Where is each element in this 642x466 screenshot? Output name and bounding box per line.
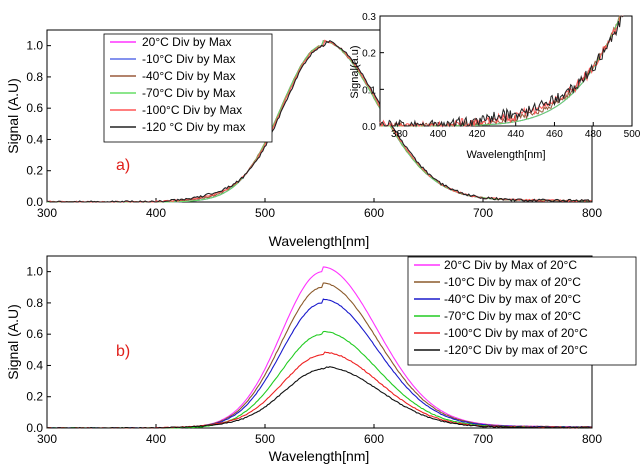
legend-entry: -120°C Div by max of 20°C [444,343,588,357]
inset-series-line-5 [379,15,624,128]
x-tick-label: 300 [37,432,57,446]
legend-entry: -10°C Div by Max [142,52,236,66]
x-tick-label: 380 [391,129,408,140]
inset-x-axis-label: Wavelength[nm] [466,149,545,161]
x-tick-label: 300 [37,206,57,220]
chart-a: 300 400 500 600 700 800 0.0 0.2 0.4 0.6 0.8 1.0 Wave… [5,29,602,249]
y-tick-label: 0.8 [26,296,43,310]
y-tick-label: 0.0 [26,421,43,435]
y-tick-label: 1.0 [26,39,43,53]
x-tick-label: 480 [585,129,602,140]
panel-label: b) [116,343,130,360]
y-axis-label: Signal (A.U) [5,78,21,153]
y-tick-label: 0.0 [26,195,43,209]
y-tick-label: 0.2 [26,390,43,404]
y-tick-label: 0.2 [26,164,43,178]
x-tick-label: 600 [364,432,384,446]
x-tick-label: 500 [255,206,275,220]
legend-entry: -120 °C Div by max [142,120,246,134]
x-tick-label: 400 [430,129,447,140]
y-axis-label: Signal (A.U) [5,304,21,379]
inset-series-line-3 [380,15,624,127]
legend-frame [103,33,273,143]
y-tick-label: 0.2 [362,49,376,60]
legend-frame [407,256,637,366]
series-line-5 [46,40,592,203]
legend-entry: -100°C Div by max of 20°C [444,326,588,340]
x-tick-label: 400 [146,432,166,446]
legend-entry: -40°C Div by Max [142,69,236,83]
legend-entry: -10°C Div by max of 20°C [444,275,581,289]
x-tick-label: 500 [624,129,641,140]
y-tick-label: 0.6 [26,327,43,341]
x-tick-label: 500 [255,432,275,446]
x-tick-label: 700 [473,206,493,220]
y-tick-label: 0.0 [362,122,376,133]
chart-b: 300 400 500 600 700 800 0.0 0.2 0.4 0.6 0.8 1.0 Wave… [5,255,637,464]
x-axis-label: Wavelength[nm] [269,448,370,464]
x-tick-label: 440 [507,129,524,140]
legend: 20°C Div by Max -10°C Div by Max -40°C Div… [103,33,273,143]
y-tick-label: 0.3 [362,12,376,23]
x-tick-label: 700 [473,432,493,446]
panel-label: a) [116,157,130,174]
legend-entry: 20°C Div by Max of 20°C [444,258,577,272]
plot-frame [379,15,633,127]
x-tick-label: 800 [582,206,602,220]
x-tick-label: 800 [582,432,602,446]
legend-entry: -40°C Div by max of 20°C [444,292,581,306]
x-tick-label: 460 [546,129,563,140]
legend-entry: -70°C Div by Max [142,86,236,100]
inset-background [380,16,632,126]
inset-y-axis-label: Signal(a.u) [349,45,361,98]
y-tick-label: 1.0 [26,265,43,279]
legend-entry: -100°C Div by Max [142,103,242,117]
chart-a-inset: 380 400 420 440 460 480 500 0.0 0.1 0.2 0.3 Wavelen… [349,12,641,161]
y-tick-label: 0.4 [26,358,43,372]
y-tick-label: 0.4 [26,132,43,146]
series-line-5 [46,366,592,429]
y-tick-label: 0.6 [26,101,43,115]
legend-entry: 20°C Div by Max [142,35,232,49]
x-axis-label: Wavelength[nm] [269,233,370,249]
y-tick-label: 0.1 [362,85,376,96]
y-tick-label: 0.8 [26,70,43,84]
x-tick-label: 420 [469,129,486,140]
legend-entry: -70°C Div by max of 20°C [444,309,581,323]
x-tick-label: 400 [146,206,166,220]
legend: 20°C Div by Max of 20°C -10°C Div by max … [407,256,637,366]
x-tick-label: 600 [364,206,384,220]
